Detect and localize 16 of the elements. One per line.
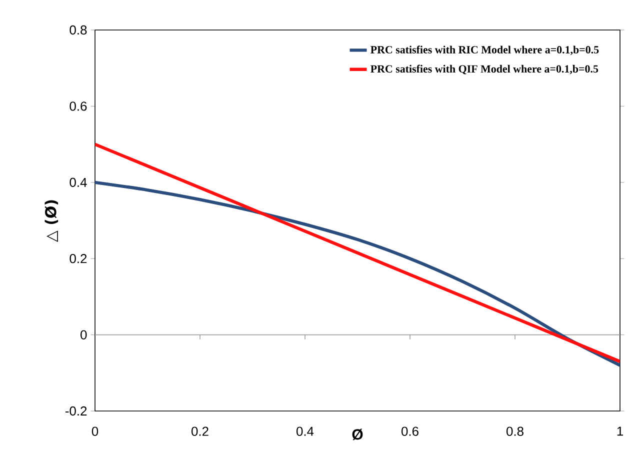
legend-label: PRC satisfies with QIF Model where a=0.1,b=0.5 — [370, 64, 598, 74]
x-tick-label: 0 — [92, 426, 98, 436]
y-axis-title: △ (Ø) — [44, 200, 58, 242]
y-tick-label: 0.4 — [70, 178, 87, 187]
y-tick-label: 0.2 — [70, 254, 87, 264]
x-tick-label: 0.2 — [192, 426, 208, 436]
y-tick-label: 0.8 — [70, 25, 87, 35]
x-tick-label: 1 — [617, 426, 623, 436]
x-tick-label: 0.8 — [506, 426, 524, 436]
y-tick-label: 0 — [80, 330, 87, 340]
y-tick-label: -0.2 — [65, 406, 87, 416]
x-axis-title: Ø — [352, 428, 363, 440]
y-tick-label: 0.6 — [70, 102, 87, 111]
x-tick-label: 0.6 — [402, 426, 418, 436]
x-tick-label: 0.4 — [296, 426, 314, 436]
legend-label: PRC satisfies with RIC Model where a=0.1,b=0.5 — [370, 46, 599, 56]
